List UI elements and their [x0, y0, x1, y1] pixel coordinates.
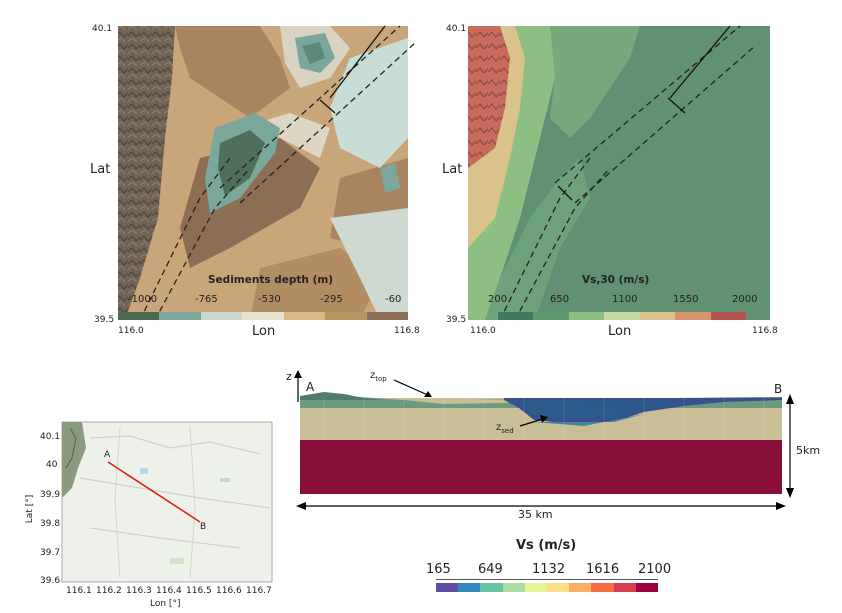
- sediments-tick: -530: [258, 294, 281, 305]
- vs-colorbar-tick: 1616: [586, 562, 620, 577]
- vs-color-swatch: [524, 583, 548, 592]
- zsed-label: zsed: [496, 422, 514, 435]
- sediments-lat-bottom: 39.5: [94, 315, 115, 325]
- inset-point-b: B: [200, 522, 207, 532]
- vs-color-swatch: [569, 583, 592, 592]
- vs30-lon-label: Lon: [608, 324, 632, 339]
- sediments-color-swatch: [283, 312, 326, 320]
- vs30-lon-right: 116.8: [752, 326, 778, 336]
- sediments-color-swatch: [159, 312, 201, 320]
- vs30-lat-label: Lat: [442, 162, 463, 177]
- sediments-color-swatch: [200, 312, 243, 320]
- vs30-color-swatch: [639, 312, 676, 320]
- vs-color-swatch: [547, 583, 570, 592]
- vs30-lat-bottom: 39.5: [446, 315, 467, 325]
- vs-colorbar-tick: 649: [478, 562, 503, 577]
- vs30-color-swatch: [675, 312, 711, 320]
- inset-point-a: A: [104, 450, 111, 460]
- sediments-lon-right: 116.8: [394, 326, 420, 336]
- vs30-color-swatch: [568, 312, 605, 320]
- inset-map: [61, 421, 273, 583]
- sediments-tick: -1000: [128, 294, 158, 305]
- cross-section-point-b: B: [774, 382, 783, 396]
- inset-x-tick: 116.2: [96, 586, 122, 596]
- vs-color-swatch: [591, 583, 614, 592]
- sediments-color-swatch: [325, 312, 367, 320]
- vs30-color-swatch: [498, 312, 534, 320]
- sediments-lon-left: 116.0: [118, 326, 144, 336]
- vs-colorbar-strip: [436, 583, 659, 592]
- sediments-lat-top: 40.1: [92, 24, 113, 34]
- sediments-colorbar-title: Sediments depth (m): [208, 274, 334, 286]
- ztop-label-sub: top: [375, 375, 387, 383]
- vs30-tick: 1100: [612, 294, 638, 305]
- cross-section-z-label: z: [286, 370, 292, 383]
- vs30-lon-left: 116.0: [470, 326, 496, 336]
- vs-colorbar-tick: 165: [426, 562, 451, 577]
- inset-x-tick: 116.6: [216, 586, 242, 596]
- inset-y-tick: 39.8: [40, 519, 61, 529]
- sediments-tick: -295: [320, 294, 343, 305]
- vs-colorbar-title: Vs (m/s): [516, 538, 577, 553]
- sediments-tick: -765: [195, 294, 218, 305]
- sediments-map-panel: Sediments depth (m) -1000 -765 -530 -295…: [80, 18, 420, 340]
- sediments-tick: -60: [385, 294, 402, 305]
- vs-colorbar-tick: 2100: [638, 562, 672, 577]
- vs-colorbar-ticks-line: [436, 579, 658, 584]
- cross-section-panel: z A B ztop zsed 5km 35 km: [284, 364, 834, 524]
- vs-color-swatch: [635, 583, 659, 592]
- inset-x-tick: 116.5: [186, 586, 212, 596]
- inset-y-tick: 39.9: [40, 490, 61, 500]
- vs30-map-panel: Vs,30 (m/s) 200 650 1100 1550 2000 40.1 …: [440, 18, 780, 340]
- vs-color-swatch: [458, 583, 481, 592]
- ztop-label: ztop: [370, 370, 387, 383]
- vs30-tick: 2000: [732, 294, 758, 305]
- zsed-label-sub: sed: [501, 427, 514, 435]
- inset-y-tick: 39.6: [40, 576, 61, 586]
- vs30-colorbar-strip: [498, 312, 746, 320]
- vs30-colorbar-title: Vs,30 (m/s): [582, 274, 650, 286]
- vs30-color-swatch: [710, 312, 746, 320]
- inset-y-tick: 40.1: [40, 432, 61, 442]
- vs30-color-swatch: [604, 312, 640, 320]
- cross-section-point-a: A: [306, 380, 315, 394]
- vs30-tick: 1550: [673, 294, 699, 305]
- sediments-map: [118, 25, 416, 321]
- zsed-label-main: z: [496, 422, 502, 433]
- inset-y-tick: 39.7: [40, 548, 61, 558]
- depth-label: 5km: [796, 444, 821, 457]
- inset-y-label: Lat [°]: [25, 494, 36, 524]
- vs30-tick: 650: [550, 294, 570, 305]
- sediments-colorbar-strip: [118, 312, 408, 320]
- vs-colorbar-panel: Vs (m/s) 165 649 1132 1616 2100: [424, 538, 694, 598]
- vs30-lat-top: 40.1: [446, 24, 467, 34]
- inset-x-tick: 116.1: [66, 586, 92, 596]
- sediments-color-swatch: [242, 312, 284, 320]
- vs30-tick: 200: [488, 294, 508, 305]
- inset-x-tick: 116.7: [246, 586, 272, 596]
- sediments-color-swatch: [118, 312, 160, 320]
- inset-x-tick: 116.3: [126, 586, 152, 596]
- inset-x-label: Lon [°]: [150, 599, 181, 609]
- inset-map-panel: A B 40.1 40 39.9 39.8 39.7 39.6 Lat [°] …: [20, 418, 282, 612]
- width-label: 35 km: [518, 508, 553, 521]
- vs-colorbar-tick: 1132: [532, 562, 566, 577]
- vs30-map: [468, 25, 770, 321]
- vs30-color-swatch: [533, 312, 569, 320]
- cross-section: [294, 370, 794, 510]
- inset-x-tick: 116.4: [156, 586, 182, 596]
- ztop-label-main: z: [370, 370, 376, 381]
- sediments-lat-label: Lat: [90, 162, 111, 177]
- sediments-color-swatch: [366, 312, 408, 320]
- vs-color-swatch: [502, 583, 525, 592]
- vs-color-swatch: [480, 583, 503, 592]
- vs-color-swatch: [436, 583, 459, 592]
- sediments-lon-label: Lon: [252, 324, 276, 339]
- inset-y-tick: 40: [46, 460, 58, 470]
- vs-color-swatch: [613, 583, 636, 592]
